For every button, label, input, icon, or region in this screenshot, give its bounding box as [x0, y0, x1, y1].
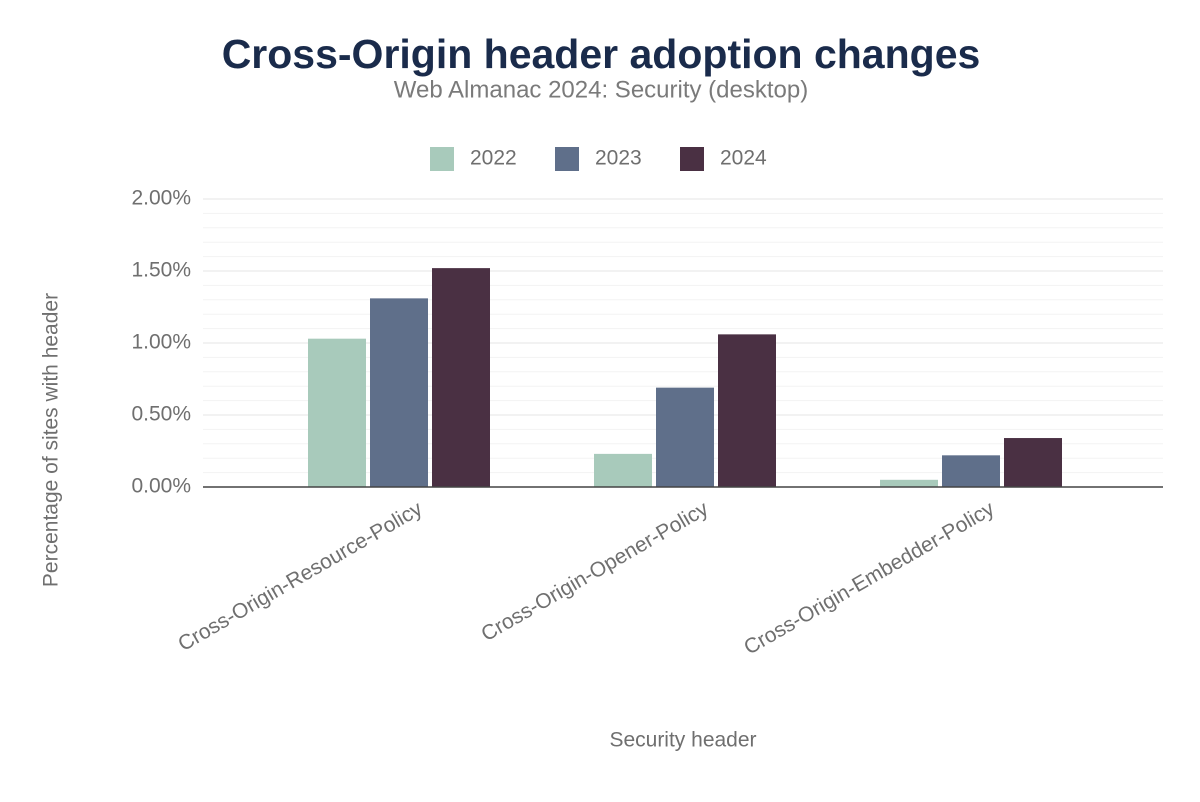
- bar: [656, 387, 714, 487]
- chart-title: Cross-Origin header adoption changes: [222, 31, 981, 77]
- x-tick-label: Cross-Origin-Embedder-Policy: [740, 497, 999, 660]
- legend-swatch: [680, 147, 704, 171]
- y-tick-label: 1.00%: [131, 331, 191, 354]
- y-tick-label: 1.50%: [131, 259, 191, 282]
- y-axis-title: Percentage of sites with header: [40, 293, 63, 587]
- legend-swatch: [555, 147, 579, 171]
- legend-swatch: [430, 147, 454, 171]
- x-tick-label: Cross-Origin-Resource-Policy: [174, 497, 426, 656]
- legend-label: 2022: [470, 147, 517, 170]
- bar: [370, 298, 428, 487]
- legend-label: 2023: [595, 147, 642, 170]
- bar: [942, 455, 1000, 487]
- bar: [880, 479, 938, 487]
- x-axis-title: Security header: [609, 729, 756, 752]
- bar: [308, 338, 366, 487]
- x-tick-label: Cross-Origin-Opener-Policy: [477, 497, 712, 646]
- y-tick-label: 2.00%: [131, 187, 191, 210]
- legend-label: 2024: [720, 147, 767, 170]
- bar: [594, 453, 652, 487]
- y-tick-label: 0.00%: [131, 475, 191, 498]
- bar: [1004, 438, 1062, 487]
- y-tick-label: 0.50%: [131, 403, 191, 426]
- chart-subtitle: Web Almanac 2024: Security (desktop): [394, 76, 808, 103]
- bar: [718, 334, 776, 487]
- bar: [432, 268, 490, 487]
